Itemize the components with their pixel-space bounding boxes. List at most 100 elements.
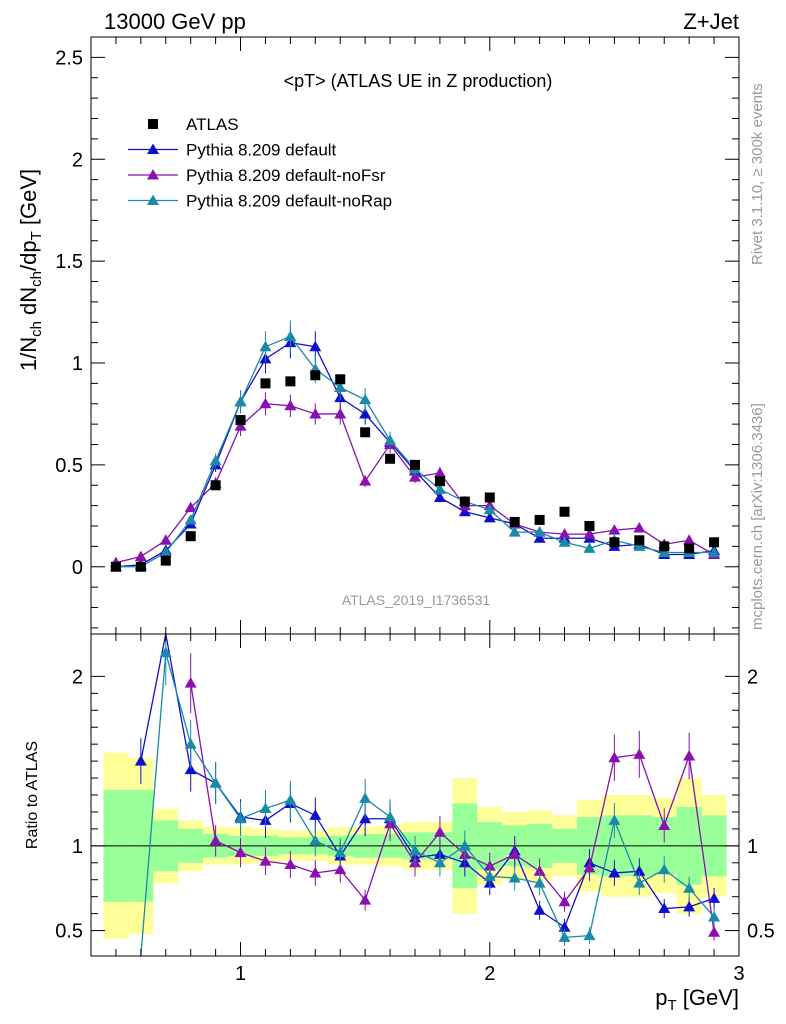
series-point (483, 511, 496, 523)
ratio-point (458, 839, 471, 851)
ratio-uncertainty-bands (91, 752, 739, 940)
series-point (259, 340, 272, 352)
legend-label: Pythia 8.209 default-noFsr (186, 166, 386, 185)
analysis-watermark: ATLAS_2019_I1736531 (342, 592, 491, 608)
series-point (409, 471, 421, 482)
atlas-data-point (285, 376, 296, 387)
legend-label: Pythia 8.209 default (186, 141, 337, 160)
ratio-point (259, 855, 272, 866)
ratio-plot-panel: 1 2 30.5 0.51 12 2 Ratio to ATLAS (24, 633, 775, 985)
series-point (259, 397, 272, 409)
ratio-point (558, 895, 571, 907)
series-point (558, 528, 571, 539)
atlas-data-point (185, 531, 196, 542)
ratio-y-tick-label: 2 (72, 666, 83, 688)
ratio-point (483, 870, 496, 881)
main-plot-panel: 0 0.5 1 1.5 2 2.5 <pT> (ATLAS UE in Z product… (16, 36, 740, 635)
series-point (433, 483, 446, 494)
series-point (359, 407, 372, 419)
atlas-data-point (260, 378, 271, 389)
series-point (533, 532, 546, 543)
atlas-data-point (559, 506, 570, 517)
series-point (583, 528, 596, 539)
ratio-series-line (140, 652, 715, 957)
ratio-point (359, 894, 372, 905)
ratio-point (359, 812, 372, 824)
series-point (433, 467, 446, 478)
ratio-point (708, 911, 721, 922)
ratio-point (433, 856, 446, 868)
ratio-point (533, 904, 546, 915)
series-point (359, 475, 372, 486)
ratio-point (583, 861, 596, 873)
series-point (309, 407, 322, 419)
series-point (583, 542, 596, 553)
x-axis-label: pT [GeV] (655, 985, 739, 1014)
legend-label: ATLAS (186, 115, 239, 134)
mcplots-text: mcplots.cern.ch [arXiv:1306.3436] (749, 403, 766, 630)
ratio-point (683, 882, 696, 893)
x-tick-label: 2 (484, 963, 495, 985)
ratio-point (633, 877, 646, 888)
legend-marker-triangle (147, 194, 159, 205)
ratio-plot-data (134, 633, 721, 957)
header-right: Z+Jet (683, 9, 739, 34)
atlas-data-point (110, 561, 121, 572)
atlas-data-point (459, 496, 470, 507)
ratio-point (608, 866, 621, 878)
ratio-point (608, 751, 621, 763)
ratio-point (708, 926, 721, 937)
atlas-data-point (509, 516, 520, 527)
ratio-point (184, 738, 197, 749)
ratio-point (359, 792, 372, 803)
main-plot-axes: 0 0.5 1 1.5 2 2.5 (55, 37, 740, 634)
series-point (159, 546, 172, 557)
atlas-data-point (634, 535, 645, 546)
legend: ATLAS Pythia 8.209 default Pythia 8.209 de… (128, 115, 392, 211)
series-point (234, 395, 247, 407)
ratio-point (633, 748, 646, 759)
ratio-y-tick-label: 1 (72, 836, 83, 858)
ratio-point (508, 872, 521, 883)
ratio-point (658, 819, 671, 831)
ratio-point (309, 809, 322, 820)
y-tick-label: 1.5 (55, 251, 83, 273)
ratio-point (683, 750, 696, 761)
series-point (184, 513, 197, 525)
atlas-data-point (135, 561, 146, 572)
series-point (658, 546, 671, 557)
ratio-point (683, 900, 696, 912)
ratio-y-tick-label-right: 0.5 (747, 921, 775, 943)
ratio-point (284, 794, 297, 805)
atlas-data-point (434, 476, 445, 487)
ratio-point (284, 858, 297, 869)
ratio-point (708, 892, 721, 903)
ratio-point (633, 865, 646, 876)
ratio-point (608, 814, 621, 825)
legend-marker-triangle (147, 143, 159, 154)
atlas-data-point (335, 374, 346, 385)
x-tick-label: 3 (733, 963, 744, 985)
ratio-plot-axes: 1 2 30.5 0.51 12 2 (55, 634, 775, 985)
y-tick-label: 2.5 (55, 47, 83, 69)
atlas-data-point (385, 453, 396, 464)
atlas-data-point (609, 537, 620, 548)
ratio-point (309, 866, 322, 878)
ratio-point (334, 846, 347, 858)
ratio-y-tick-label-right: 1 (747, 836, 758, 858)
atlas-data-point (534, 514, 545, 525)
ratio-point (234, 812, 247, 824)
series-point (334, 407, 347, 419)
x-tick-label: 1 (235, 963, 246, 985)
ratio-point (508, 848, 521, 859)
header-left: 13000 GeV pp (104, 9, 246, 34)
ratio-point (209, 834, 222, 846)
atlas-data-point (484, 492, 495, 503)
series-point (633, 540, 646, 551)
ratio-point (184, 677, 197, 688)
series-line (115, 335, 715, 568)
atlas-data-point (709, 537, 720, 548)
ratio-point (533, 877, 546, 888)
y-tick-label: 1 (72, 353, 83, 375)
ratio-point (558, 931, 571, 942)
